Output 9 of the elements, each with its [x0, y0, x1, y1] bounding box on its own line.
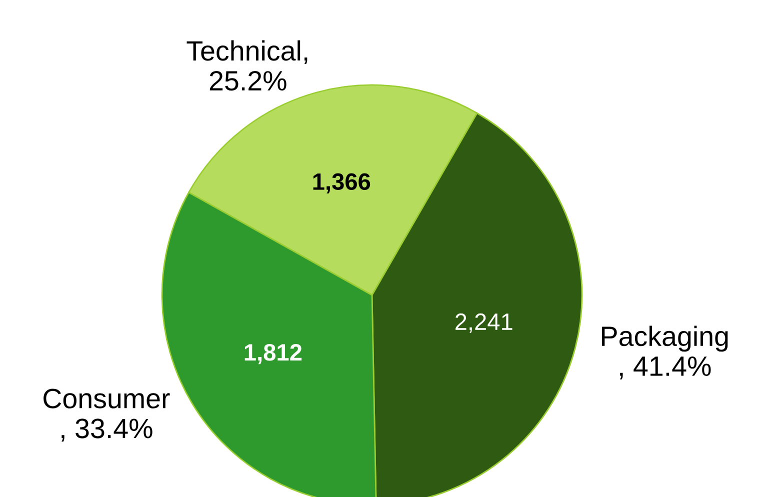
slice-label: Consumer: [44, 388, 170, 408]
text: , 41.4%: [620, 356, 711, 380]
data-label: 1,366: [313, 173, 370, 194]
text: 25.2%: [210, 70, 286, 91]
text: , 33.4%: [62, 418, 152, 442]
category-label: Technical,: [186, 40, 308, 64]
data-label: 2,241: [456, 313, 512, 333]
slice-label: Packaging: [602, 326, 728, 352]
data-label: 1,812: [244, 344, 302, 364]
